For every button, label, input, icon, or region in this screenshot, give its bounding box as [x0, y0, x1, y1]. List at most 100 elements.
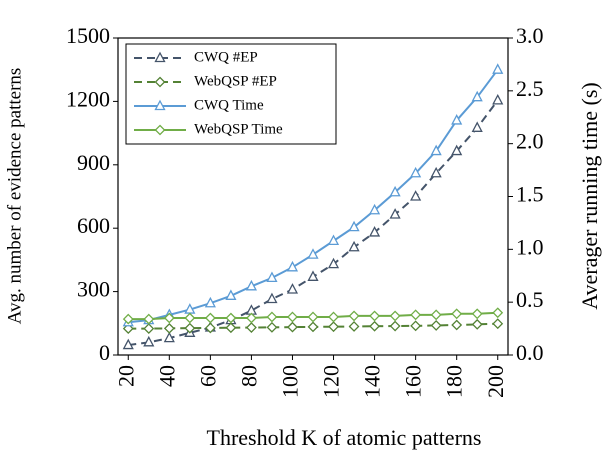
- marker: [348, 240, 360, 252]
- x-tick-label: 60: [195, 365, 220, 387]
- marker: [307, 248, 319, 259]
- marker: [451, 144, 463, 156]
- marker: [266, 292, 278, 304]
- y-tick-label: 300: [77, 277, 110, 302]
- y-tick-label: 900: [77, 150, 110, 175]
- marker: [471, 121, 483, 132]
- marker: [471, 308, 483, 320]
- marker: [266, 311, 278, 323]
- x-tick-label: 160: [401, 365, 426, 398]
- marker: [163, 322, 175, 334]
- marker: [410, 309, 422, 321]
- marker: [327, 234, 340, 246]
- y2-tick-label: 1.5: [516, 182, 544, 207]
- x-tick-label: 120: [319, 365, 344, 398]
- marker: [451, 114, 463, 125]
- marker: [327, 257, 340, 269]
- marker: [163, 331, 175, 343]
- marker: [122, 338, 134, 350]
- legend-label: WebQSP #EP: [194, 73, 277, 89]
- marker: [307, 311, 319, 323]
- y2-tick-label: 2.5: [516, 76, 544, 101]
- marker: [492, 63, 504, 74]
- marker: [348, 310, 360, 322]
- marker: [492, 93, 504, 105]
- marker: [307, 270, 319, 281]
- y-axis-title: Avg. number of evidence patterns: [4, 68, 25, 325]
- x-tick-label: 180: [442, 365, 467, 398]
- marker: [163, 312, 175, 324]
- y2-tick-label: 2.0: [516, 129, 544, 154]
- marker: [245, 279, 258, 291]
- legend-marker: [154, 124, 166, 136]
- marker: [348, 321, 360, 332]
- marker: [430, 144, 442, 156]
- legend-marker: [154, 99, 166, 111]
- marker: [225, 322, 237, 334]
- y-tick-label: 600: [77, 213, 110, 238]
- marker: [286, 283, 299, 294]
- x-tick-label: 140: [360, 365, 385, 398]
- marker: [143, 323, 155, 335]
- y2-tick-label: 1.0: [516, 234, 544, 259]
- marker: [389, 208, 401, 219]
- marker: [369, 320, 380, 332]
- marker: [204, 296, 216, 308]
- legend-label: WebQSP Time: [194, 121, 283, 137]
- marker: [204, 322, 216, 334]
- marker: [287, 321, 298, 333]
- marker: [389, 185, 401, 197]
- marker: [348, 220, 360, 232]
- marker: [410, 320, 422, 332]
- marker: [471, 318, 483, 330]
- marker: [492, 318, 504, 330]
- marker: [225, 312, 237, 324]
- legend-marker: [154, 76, 166, 88]
- marker: [410, 166, 422, 178]
- legend-label: CWQ #EP: [194, 49, 258, 65]
- marker: [430, 309, 442, 321]
- marker: [225, 289, 237, 300]
- marker: [389, 320, 401, 332]
- marker: [286, 260, 299, 272]
- marker: [143, 335, 155, 347]
- x-tick-label: 20: [113, 365, 138, 387]
- marker: [122, 323, 134, 335]
- marker: [143, 313, 155, 325]
- marker: [430, 166, 442, 178]
- y2-axis-title: Averager running time (s): [577, 82, 602, 309]
- marker: [307, 321, 319, 333]
- marker: [430, 319, 442, 331]
- y2-tick-label: 0.0: [516, 340, 544, 365]
- marker: [204, 312, 216, 324]
- marker: [451, 319, 463, 331]
- x-tick-label: 80: [236, 365, 261, 387]
- marker: [328, 311, 339, 323]
- y-tick-label: 1200: [66, 86, 110, 111]
- marker: [328, 321, 339, 333]
- y-tick-label: 0: [99, 340, 110, 365]
- marker: [410, 190, 422, 201]
- marker: [368, 226, 381, 237]
- marker: [389, 310, 401, 322]
- marker: [471, 90, 483, 102]
- y2-tick-label: 3.0: [516, 23, 544, 48]
- marker: [451, 308, 463, 320]
- marker: [368, 203, 381, 215]
- marker: [184, 322, 196, 334]
- marker: [246, 312, 257, 324]
- x-tick-label: 100: [278, 365, 303, 398]
- marker: [287, 311, 298, 323]
- y2-tick-label: 0.5: [516, 287, 544, 312]
- marker: [246, 322, 257, 333]
- marker: [122, 313, 134, 325]
- marker: [492, 307, 504, 319]
- y-tick-label: 1500: [66, 23, 110, 48]
- marker: [184, 312, 196, 324]
- marker: [266, 271, 278, 283]
- marker: [266, 321, 278, 333]
- marker: [369, 310, 380, 322]
- x-tick-label: 40: [154, 365, 179, 387]
- x-axis-title: Threshold K of atomic patterns: [207, 425, 482, 450]
